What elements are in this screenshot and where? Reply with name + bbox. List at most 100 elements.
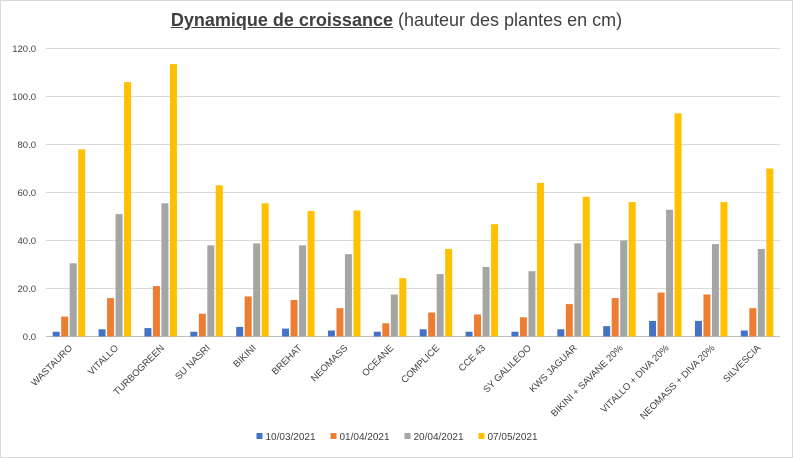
chart-title-main: Dynamique de croissance <box>170 10 393 30</box>
bar <box>482 266 490 337</box>
y-axis-ticks: 0.0 20.0 40.0 60.0 80.0 100.0 120.0 <box>12 44 36 343</box>
bar <box>244 296 252 337</box>
bar <box>78 149 86 337</box>
bar <box>674 113 682 337</box>
bar <box>766 168 774 337</box>
bar <box>582 196 590 337</box>
legend-label: 20/04/2021 <box>414 432 464 443</box>
bar <box>574 243 582 337</box>
bar <box>69 263 77 337</box>
bar <box>465 331 473 337</box>
legend: 10/03/2021 01/04/2021 20/04/2021 07/05/2021 <box>256 432 538 443</box>
bar <box>373 331 381 337</box>
bar <box>428 312 436 337</box>
x-tick-label: WASTAURO <box>29 343 75 389</box>
bar <box>757 248 765 337</box>
bar <box>491 224 499 337</box>
y-tick-label: 80.0 <box>18 140 37 151</box>
x-tick-label: NEOMASS <box>309 343 350 384</box>
legend-swatch <box>478 433 485 439</box>
bar <box>52 331 60 337</box>
bar <box>603 326 611 337</box>
bar <box>299 245 307 337</box>
x-tick-label: BIKINI <box>231 343 258 370</box>
legend-swatch <box>330 433 337 439</box>
bar <box>565 304 573 337</box>
bar <box>207 245 215 337</box>
bar <box>327 330 335 337</box>
bar <box>557 329 565 337</box>
bar <box>474 314 482 337</box>
bar <box>436 274 444 337</box>
bar <box>528 271 536 337</box>
bar <box>657 292 665 337</box>
bar <box>236 326 244 337</box>
bar <box>152 286 160 337</box>
bar <box>390 294 398 337</box>
legend-swatch <box>404 433 411 439</box>
bar <box>144 328 152 337</box>
bar <box>336 308 344 337</box>
bar <box>290 300 298 337</box>
x-tick-label: SILVESCIA <box>721 342 763 384</box>
x-tick-label: NEOMASS + DIVA 20% <box>638 342 718 422</box>
y-tick-label: 0.0 <box>23 332 36 343</box>
y-tick-label: 60.0 <box>18 188 37 199</box>
bar <box>519 317 527 337</box>
y-tick-label: 100.0 <box>12 92 36 103</box>
bar <box>124 82 132 337</box>
bar <box>399 278 407 337</box>
bar <box>382 323 390 337</box>
x-tick-label: CCE 43 <box>457 343 488 374</box>
bar <box>694 320 702 337</box>
bar <box>703 294 711 337</box>
bar <box>740 330 748 337</box>
bar <box>620 240 628 337</box>
legend-label: 01/04/2021 <box>340 432 390 443</box>
chart-title: Dynamique de croissance (hauteur des pla… <box>0 10 793 31</box>
legend-swatch <box>256 433 263 439</box>
bar <box>720 202 728 337</box>
y-tick-label: 120.0 <box>12 44 36 55</box>
legend-label: 07/05/2021 <box>488 432 538 443</box>
bar <box>511 331 519 337</box>
bar <box>749 308 757 337</box>
bar <box>666 209 674 337</box>
bar <box>107 298 115 337</box>
bar <box>253 243 261 337</box>
y-tick-label: 40.0 <box>18 236 37 247</box>
x-tick-label: COMPLICE <box>399 343 442 386</box>
x-tick-label: SY GALILEOO <box>481 343 533 395</box>
bar <box>61 316 69 337</box>
bar <box>115 214 123 337</box>
x-tick-label: BREHAT <box>270 343 305 378</box>
bar <box>282 328 290 337</box>
bar <box>711 244 719 337</box>
chart-subtitle: (hauteur des plantes en cm) <box>397 10 623 30</box>
bar <box>344 254 352 337</box>
bar <box>419 329 427 337</box>
bar <box>649 320 657 337</box>
x-tick-label: OCEANE <box>360 343 396 379</box>
bar <box>198 313 206 337</box>
bar <box>169 64 177 337</box>
x-tick-label: SU NASRI <box>173 343 213 383</box>
bar <box>307 210 315 337</box>
bar <box>611 298 619 337</box>
bar <box>353 210 361 337</box>
bar <box>190 331 198 337</box>
bar <box>445 248 453 337</box>
bar <box>628 202 636 337</box>
bar <box>215 185 223 337</box>
legend-label: 10/03/2021 <box>266 432 316 443</box>
bars <box>52 64 774 337</box>
bar <box>98 329 106 337</box>
bar <box>161 203 169 337</box>
bar <box>536 182 544 337</box>
x-tick-label: KWS JAGUAR <box>527 343 579 395</box>
bar <box>261 203 269 337</box>
y-tick-label: 20.0 <box>18 284 37 295</box>
